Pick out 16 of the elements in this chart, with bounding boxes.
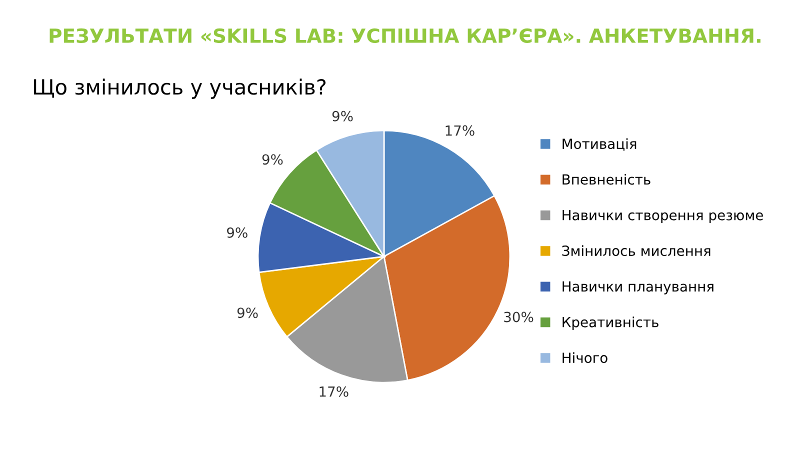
data-label: 17% [446, 125, 474, 136]
legend-label: Навички створення резюме [562, 210, 763, 224]
legend-label: Змінилось мислення [562, 245, 710, 256]
data-label: 9% [237, 308, 258, 318]
data-label: 30% [504, 312, 534, 322]
chart-subtitle: Що змінилось у учасників? [34, 78, 326, 99]
data-label: 9% [332, 110, 353, 122]
legend-label: Навички планування [562, 281, 714, 294]
data-label: 9% [262, 154, 283, 165]
legend-label: Креативність [562, 316, 658, 330]
legend-label: Нічого [562, 352, 608, 364]
data-label: 17% [320, 386, 348, 397]
data-label: 9% [227, 227, 248, 238]
legend-label: Мотивація [562, 138, 636, 151]
legend-label: Впевненість [562, 174, 650, 185]
chart-title: РЕЗУЛЬТАТИ «SKILLS LAB: УСПІШНА КАР’ЄРА». АНКЕТУВАННЯ. [50, 28, 760, 44]
